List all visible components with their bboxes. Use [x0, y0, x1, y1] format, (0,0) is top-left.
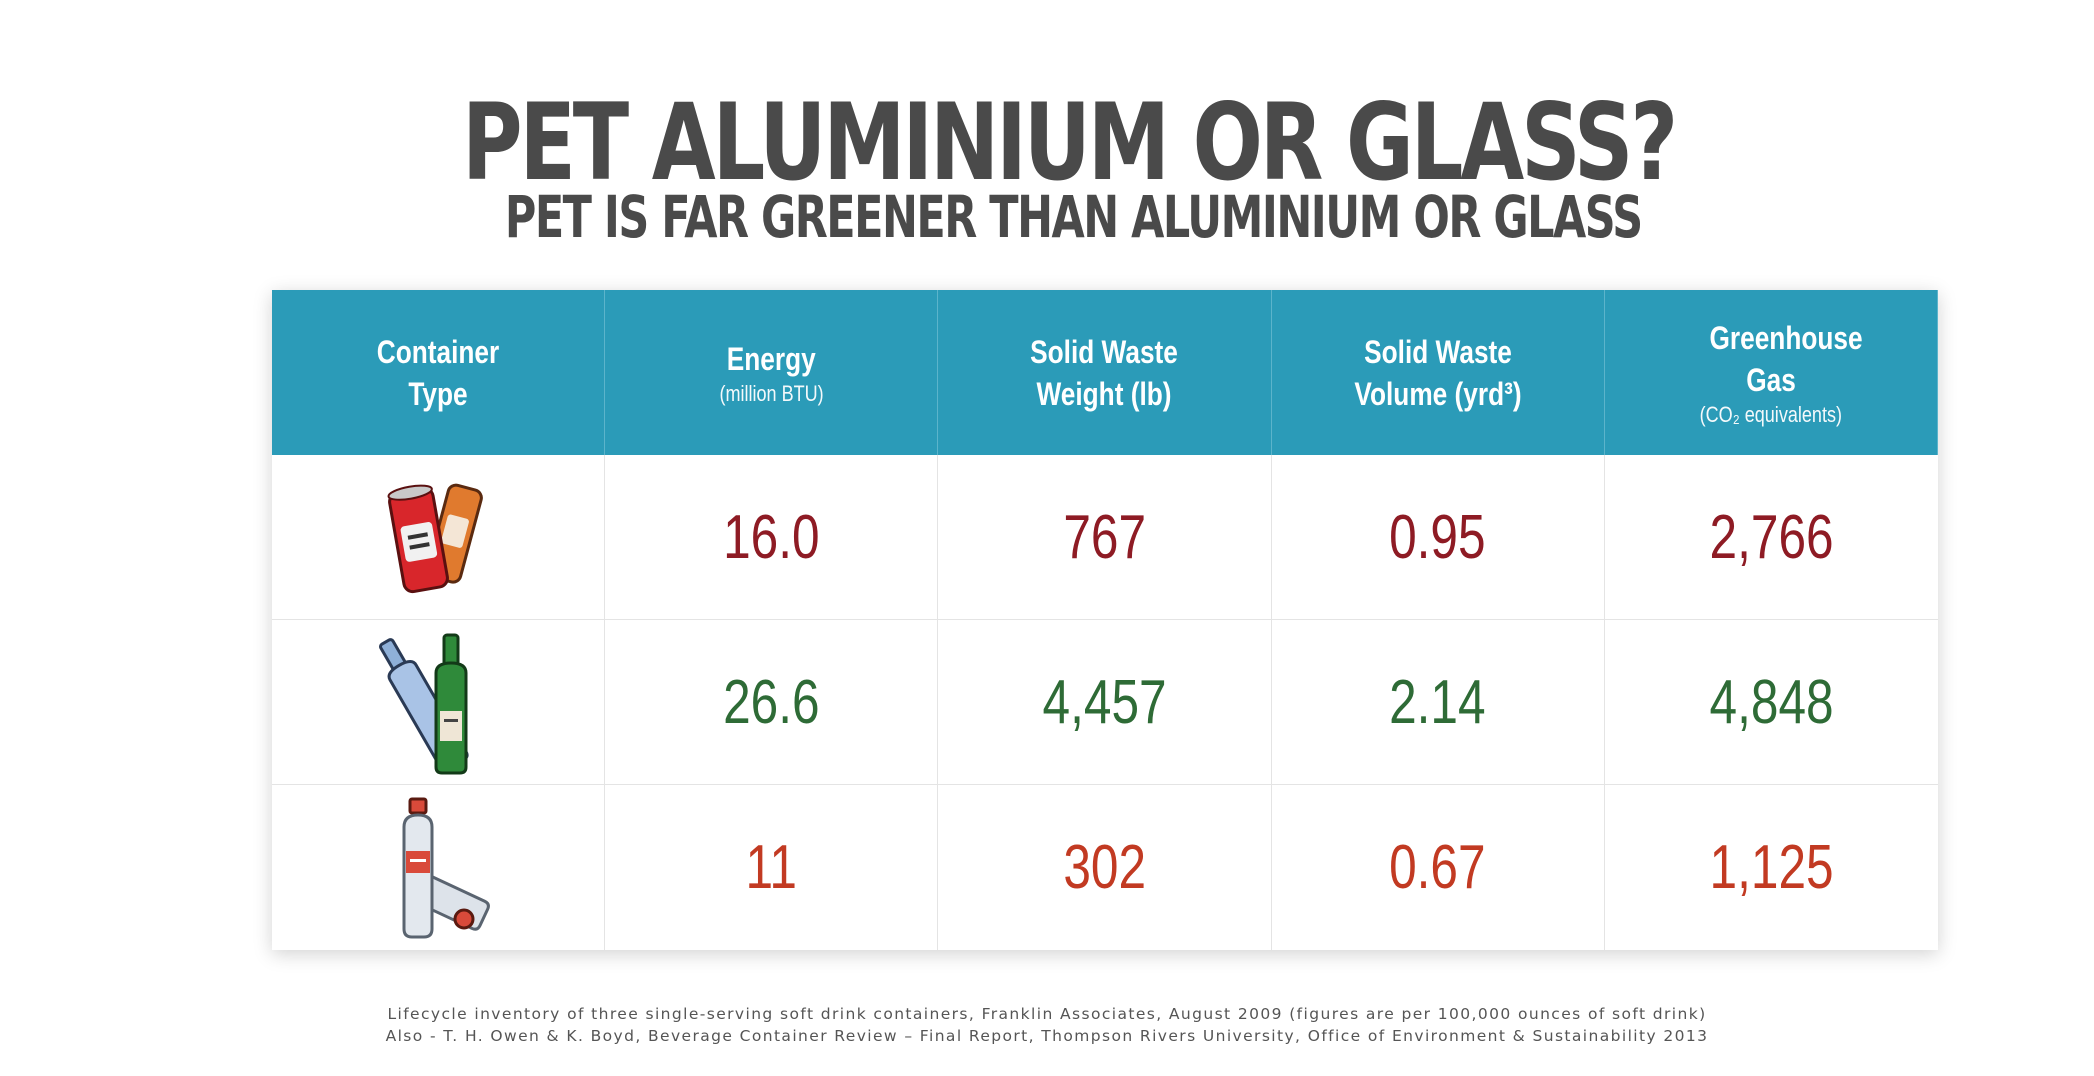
table-cell-waste-weight: 302: [938, 785, 1272, 950]
table-row-icon-cell: [272, 455, 606, 620]
page-subtitle: PET IS FAR GREENER THAN ALUMINIUM OR GLA…: [504, 183, 1643, 251]
footnote-line: Also - T. H. Owen & K. Boyd, Beverage Co…: [385, 1027, 1709, 1045]
table-cell-waste-weight: 767: [938, 455, 1272, 620]
value: 767: [1063, 502, 1146, 572]
header-label: Greenhouse Gas: [1709, 319, 1863, 398]
value: 1,125: [1709, 833, 1834, 902]
table-row-icon-cell: [272, 620, 606, 785]
table-cell-energy: 11: [605, 785, 939, 950]
table-cell-waste-volume: 2.14: [1271, 620, 1605, 785]
value: 16.0: [723, 502, 820, 572]
value: 0.67: [1389, 833, 1486, 902]
comparison-table: Container Type Energy (million BTU) Soli…: [272, 290, 1938, 950]
header-container-type: Container Type: [272, 290, 606, 455]
header-label: Energy: [726, 340, 816, 377]
table-cell-greenhouse-gas: 2,766: [1604, 455, 1938, 620]
table-cell-waste-weight: 4,457: [938, 620, 1272, 785]
header-label: Solid Waste Volume (yrd³): [1354, 333, 1522, 412]
header-label: Solid Waste Weight (lb): [1030, 333, 1179, 412]
aluminium-cans-icon: [387, 483, 483, 594]
pet-bottles-icon: [402, 797, 490, 938]
header-energy: Energy (million BTU): [605, 290, 939, 455]
value: 302: [1063, 833, 1146, 902]
value: 0.95: [1389, 502, 1486, 572]
table-cell-greenhouse-gas: 1,125: [1605, 785, 1938, 950]
header-greenhouse-gas: Greenhouse Gas (CO₂ equivalents): [1604, 290, 1938, 455]
table-row-icon-cell: [272, 785, 606, 950]
table-cell-waste-volume: 0.67: [1272, 785, 1605, 950]
value: 26.6: [723, 667, 820, 737]
source-footnote: Lifecycle inventory of three single-serv…: [0, 1003, 2094, 1047]
header-label: Container Type: [376, 333, 500, 412]
value: 4,848: [1709, 667, 1834, 737]
value: 2.14: [1389, 667, 1486, 737]
header-solid-waste-volume: Solid Waste Volume (yrd³): [1271, 290, 1605, 455]
table-cell-energy: 16.0: [605, 455, 939, 620]
value: 11: [745, 833, 798, 902]
header-sublabel: (million BTU): [719, 380, 824, 406]
table-cell-greenhouse-gas: 4,848: [1604, 620, 1938, 785]
table-cell-waste-volume: 0.95: [1271, 455, 1605, 620]
header-solid-waste-weight: Solid Waste Weight (lb): [938, 290, 1272, 455]
table-cell-energy: 26.6: [605, 620, 939, 785]
glass-bottles-icon: [379, 633, 469, 775]
value: 4,457: [1042, 667, 1167, 737]
page-title: PET ALUMINIUM OR GLASS?: [461, 81, 1678, 204]
value: 2,766: [1709, 502, 1834, 572]
footnote-line: Lifecycle inventory of three single-serv…: [387, 1005, 1707, 1023]
header-sublabel: (CO₂ equivalents): [1699, 401, 1843, 427]
